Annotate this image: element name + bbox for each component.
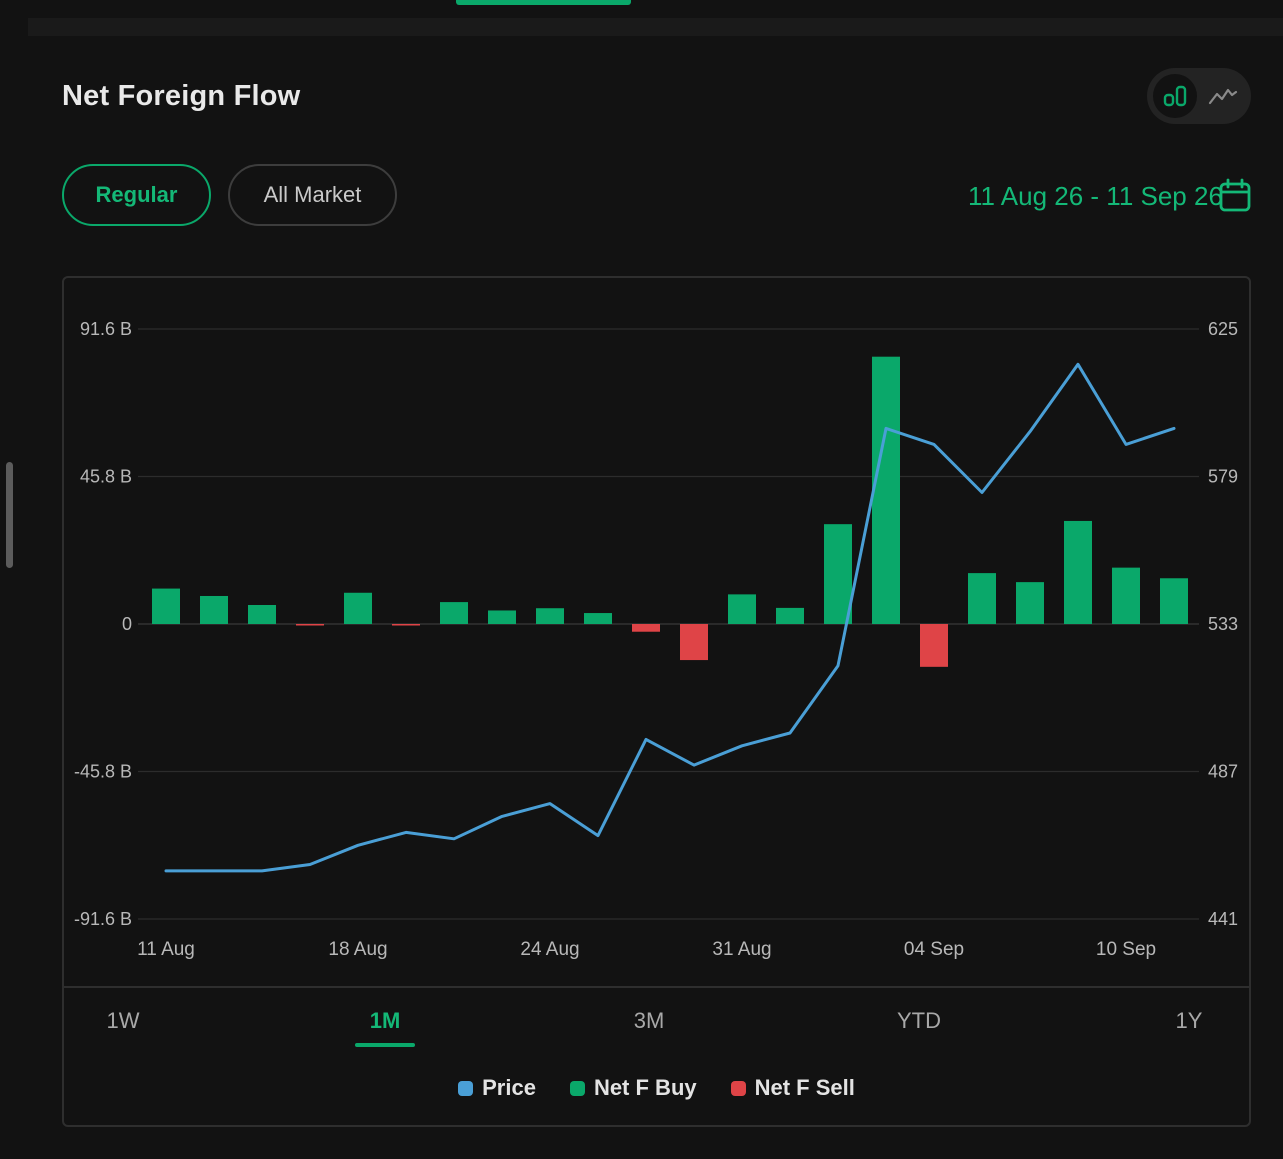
price-series-line [164, 362, 1176, 873]
legend-swatch-net-f-sell [730, 1080, 746, 1096]
top-tab-strip [28, 18, 1283, 36]
top-tab-active-indicator [456, 0, 631, 5]
chart-view-toggle [1147, 68, 1251, 124]
net-f-buy-bar [536, 608, 564, 624]
page-title: Net Foreign Flow [62, 80, 301, 112]
legend-item-net-f-sell[interactable]: Net F Sell [730, 1075, 855, 1101]
net-f-buy-bar [728, 594, 756, 624]
bar-view-button[interactable] [1153, 74, 1197, 118]
legend-swatch-price [458, 1080, 474, 1096]
legend-label-price: Price [482, 1075, 536, 1100]
period-tab-1m[interactable]: 1M [369, 1008, 401, 1033]
x-tick-label: 31 Aug [712, 939, 771, 960]
net-f-buy-bar [1112, 567, 1140, 624]
legend-item-price[interactable]: Price [458, 1075, 536, 1101]
calendar-icon [1219, 178, 1251, 212]
y-right-tick-label: 441 [1208, 909, 1238, 929]
date-range-label[interactable]: 11 Aug 26 - 11 Sep 26 [968, 181, 1223, 211]
net-f-buy-bar [1016, 582, 1044, 624]
period-tab-3m[interactable]: 3M [633, 1008, 665, 1033]
period-tab-1y[interactable]: 1Y [1175, 1008, 1203, 1033]
net-f-buy-bar [344, 592, 372, 624]
net-f-buy-bar [1064, 520, 1092, 624]
net-f-sell-bar [920, 624, 948, 667]
calendar-button[interactable] [1218, 178, 1252, 214]
regular-filter-button[interactable]: Regular [62, 164, 211, 226]
chart-legend: Price Net F Buy Net F Sell [0, 1075, 1283, 1101]
y-left-tick-label: -91.6 B [74, 909, 132, 929]
all-market-filter-button[interactable]: All Market [228, 164, 397, 226]
y-right-tick-label: 579 [1208, 467, 1238, 487]
legend-label-net-f-sell: Net F Sell [754, 1075, 855, 1100]
net-f-buy-bar [152, 588, 180, 624]
net-f-buy-bar [200, 595, 228, 624]
net-f-buy-bar [824, 524, 852, 624]
x-tick-label: 10 Sep [1096, 939, 1156, 960]
net-f-buy-bar [872, 356, 900, 624]
period-tab-1w[interactable]: 1W [106, 1008, 140, 1033]
chart-card [62, 276, 1251, 1127]
legend-swatch-net-f-buy [569, 1080, 585, 1096]
chart-divider [62, 986, 1251, 988]
net-f-buy-bar [584, 613, 612, 624]
net-f-buy-bar [776, 607, 804, 624]
y-left-tick-label: 0 [122, 614, 132, 634]
net-foreign-flow-chart: 91.6 B 625 45.8 B 579 0 533 -45.8 B 487 -91.6 B 4… [74, 319, 1238, 960]
net-f-buy-bar [248, 604, 276, 624]
legend-label-net-f-buy: Net F Buy [593, 1075, 697, 1100]
period-tab-ytd[interactable]: YTD [897, 1008, 941, 1033]
line-view-button[interactable] [1201, 74, 1245, 118]
x-tick-label: 11 Aug [137, 939, 195, 960]
line-chart-icon [1208, 88, 1238, 105]
period-tab-active-indicator [355, 1043, 415, 1047]
legend-item-net-f-buy[interactable]: Net F Buy [569, 1075, 697, 1101]
net-f-buy-bar [1160, 578, 1188, 624]
y-right-tick-label: 533 [1208, 614, 1238, 634]
y-right-tick-label: 625 [1208, 319, 1238, 339]
net-f-sell-bar [392, 624, 420, 626]
y-right-tick-label: 487 [1208, 762, 1238, 782]
net-f-buy-bar [968, 573, 996, 624]
net-f-buy-bar [440, 602, 468, 624]
y-left-tick-label: -45.8 B [74, 762, 132, 782]
x-tick-label: 24 Aug [520, 939, 579, 960]
net-f-sell-bar [296, 624, 324, 626]
y-left-tick-label: 45.8 B [80, 467, 132, 487]
y-left-tick-label: 91.6 B [80, 319, 132, 339]
net-f-buy-bar [488, 610, 516, 624]
net-f-sell-bar [680, 624, 708, 661]
bar-chart-icon [1163, 85, 1187, 107]
net-f-sell-bar [632, 624, 660, 632]
x-tick-label: 04 Sep [904, 939, 964, 960]
scrollbar-handle[interactable] [6, 462, 13, 568]
x-tick-label: 18 Aug [328, 939, 387, 960]
